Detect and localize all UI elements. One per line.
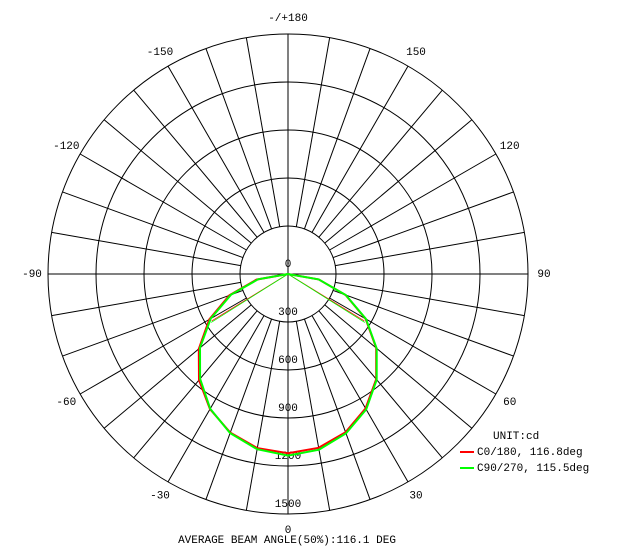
- angle-tick-label: 90: [537, 269, 550, 281]
- spoke: [245, 37, 281, 227]
- spoke: [329, 297, 497, 395]
- chart-title: AVERAGE BEAM ANGLE(50%):116.1 DEG: [178, 535, 396, 547]
- spoke: [79, 153, 247, 251]
- legend-label: C0/180, 116.8deg: [477, 447, 583, 459]
- spoke: [332, 191, 514, 259]
- spoke: [324, 304, 473, 429]
- angle-tick-label: 0: [285, 525, 292, 537]
- spoke: [318, 310, 443, 459]
- r-tick-label: 0: [285, 259, 292, 271]
- angle-tick-label: -120: [53, 141, 79, 153]
- spoke: [79, 297, 247, 395]
- spoke: [51, 281, 241, 317]
- spoke: [303, 318, 371, 500]
- spoke: [311, 65, 409, 233]
- angle-tick-label: 150: [406, 47, 426, 59]
- spoke: [167, 315, 265, 483]
- spoke: [51, 231, 241, 267]
- spoke: [167, 65, 265, 233]
- spoke: [133, 310, 258, 459]
- angle-tick-label: -60: [56, 397, 76, 409]
- angle-tick-label: -/+180: [268, 13, 308, 25]
- spoke: [329, 153, 497, 251]
- spoke: [245, 321, 281, 511]
- angle-tick-label: -30: [150, 491, 170, 503]
- spoke: [324, 119, 473, 244]
- beam-line: [287, 273, 366, 323]
- spoke: [303, 48, 371, 230]
- angle-tick-label: 60: [503, 397, 516, 409]
- angle-tick-label: 30: [409, 491, 422, 503]
- r-tick-label: 300: [278, 307, 298, 319]
- spoke: [62, 191, 244, 259]
- unit-label: UNIT:cd: [493, 431, 539, 443]
- spoke: [205, 318, 273, 500]
- angle-tick-label: -150: [147, 47, 173, 59]
- r-tick-label: 900: [278, 403, 298, 415]
- spoke: [311, 315, 409, 483]
- spoke: [295, 37, 331, 227]
- spoke: [295, 321, 331, 511]
- spoke: [332, 289, 514, 357]
- spoke: [205, 48, 273, 230]
- spoke: [335, 281, 525, 317]
- beam-line: [210, 273, 289, 323]
- angle-tick-label: 120: [500, 141, 520, 153]
- r-tick-label: 1500: [275, 499, 301, 511]
- spoke: [103, 304, 252, 429]
- legend-label: C90/270, 115.5deg: [477, 463, 589, 475]
- spoke: [133, 89, 258, 238]
- spoke: [62, 289, 244, 357]
- spoke: [318, 89, 443, 238]
- spoke: [103, 119, 252, 244]
- angle-tick-label: -90: [22, 269, 42, 281]
- spoke: [335, 231, 525, 267]
- r-tick-label: 600: [278, 355, 298, 367]
- intensity-curve: [198, 272, 378, 457]
